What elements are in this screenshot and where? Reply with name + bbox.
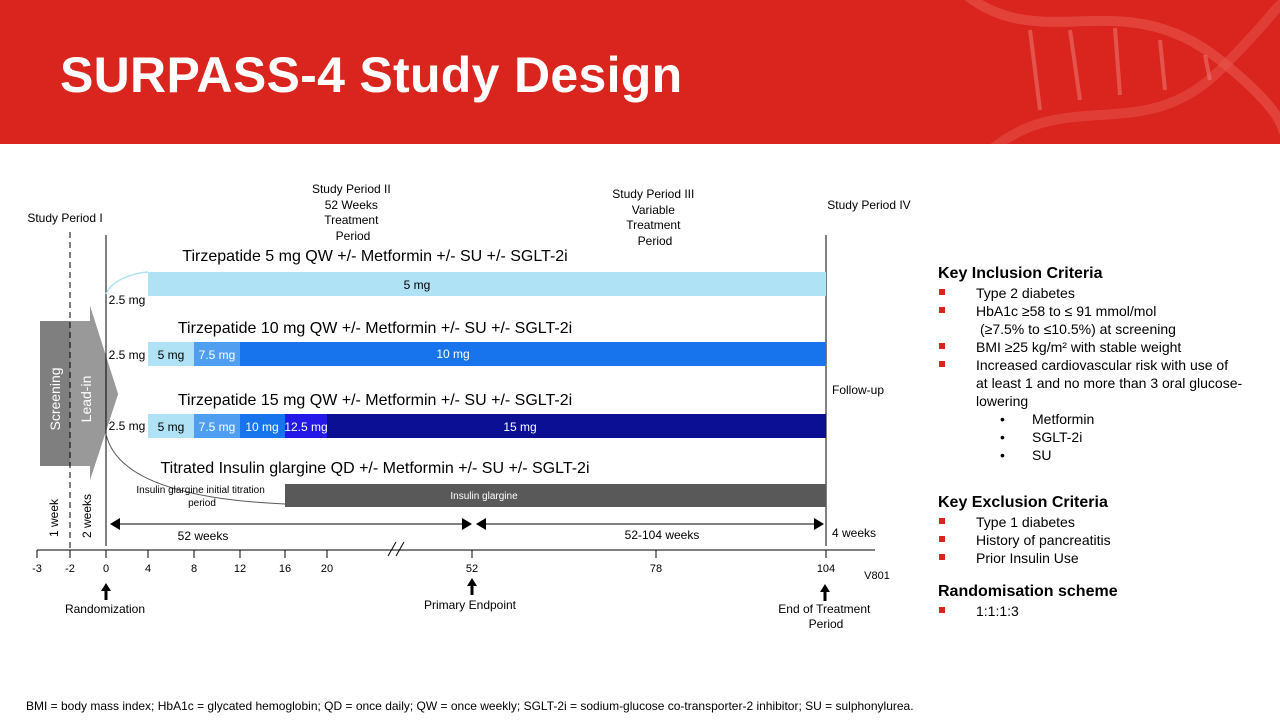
inclusion-item-cont: lowering: [976, 393, 1029, 409]
one-week-label: 1 week: [47, 498, 61, 537]
arm-3-step-4-dose: 12.5 mg: [284, 420, 327, 434]
axis-code: V801: [864, 570, 890, 582]
axis-ticks: -3 -2 0 4 8 12 16 20 52 78 104: [32, 550, 835, 575]
axis-tick-label: 12: [234, 563, 246, 575]
arm-2-step-1-dose: 5 mg: [158, 348, 185, 362]
follow-up-label: Follow-up: [832, 383, 884, 397]
arm-2-main-bar: [240, 342, 826, 366]
leadin-label: Lead-in: [78, 376, 94, 423]
arrowhead-left-2: [476, 518, 486, 530]
arm-1-start-dose: 2.5 mg: [109, 293, 146, 307]
randomisation-title: Randomisation scheme: [938, 583, 1118, 600]
inclusion-item: BMI ≥25 kg/m² with stable weight: [938, 338, 1242, 356]
arm-1-main-dose: 5 mg: [404, 278, 431, 292]
arm-2-step-2-dose: 7.5 mg: [199, 348, 236, 362]
arm-connector-4: [105, 433, 286, 505]
axis-tick-label: 78: [650, 563, 662, 575]
arm-3-step-1-bar: [148, 414, 194, 438]
arm-3-start-dose: 2.5 mg: [109, 419, 146, 433]
four-weeks-label: 4 weeks: [832, 526, 876, 540]
inclusion-item: Type 2 diabetes: [938, 284, 1242, 302]
randomization-arrow-icon: [101, 583, 111, 600]
axis-tick-label: -3: [32, 563, 42, 575]
exclusion-title: Key Exclusion Criteria: [938, 494, 1108, 511]
arm-4-titration-label: Insulin glargine initial titration perio…: [136, 485, 267, 509]
axis-tick-label: 4: [145, 563, 151, 575]
study-design-diagram: Study Period I Study Period II 52 Weeks …: [27, 182, 910, 631]
arm-2-title: Tirzepatide 10 mg QW +/- Metformin +/- S…: [178, 320, 572, 337]
leadin-arrow-highlight: [70, 306, 118, 480]
exclusion-criteria: Key Exclusion Criteria Type 1 diabetes H…: [938, 493, 1111, 567]
exclusion-item: History of pancreatitis: [938, 531, 1111, 549]
period-4-label: Study Period IV: [827, 198, 910, 212]
page-title: SURPASS-4 Study Design: [60, 47, 683, 103]
inclusion-subitem: SGLT-2i: [938, 428, 1242, 446]
period-2-label: Study Period II 52 Weeks Treatment Perio…: [312, 182, 394, 243]
arm-2-step-1-bar: [148, 342, 194, 366]
exclusion-item: Type 1 diabetes: [938, 513, 1111, 531]
axis-break: [387, 541, 405, 557]
arm-2-main-dose: 10 mg: [436, 347, 469, 361]
primary-endpoint-arrow-icon: [467, 578, 477, 595]
axis-tick-label: 0: [103, 563, 109, 575]
arm-3-step-2-dose: 7.5 mg: [199, 420, 236, 434]
end-treatment-arrow-icon: [820, 584, 830, 601]
inclusion-criteria: Key Inclusion Criteria Type 2 diabetes H…: [938, 264, 1242, 464]
period-1-label: Study Period I: [27, 211, 102, 225]
footnote: BMI = body mass index; HbA1c = glycated …: [26, 699, 914, 713]
arm-4-title: Titrated Insulin glargine QD +/- Metform…: [160, 460, 589, 477]
inclusion-item: HbA1c ≥58 to ≤ 91 mmol/mol: [938, 302, 1242, 320]
inclusion-title: Key Inclusion Criteria: [938, 265, 1103, 282]
axis-tick-label: 20: [321, 563, 333, 575]
inclusion-item-cont: at least 1 and no more than 3 oral gluco…: [976, 375, 1243, 391]
inclusion-item: Increased cardiovascular risk with use o…: [938, 356, 1242, 374]
exclusion-item: Prior Insulin Use: [938, 549, 1111, 567]
arm-3-title: Tirzepatide 15 mg QW +/- Metformin +/- S…: [178, 392, 572, 409]
randomization-label: Randomization: [65, 602, 145, 616]
axis-tick-label: 8: [191, 563, 197, 575]
arm-3-step-2-bar: [194, 414, 240, 438]
end-treatment-label: End of Treatment Period: [778, 602, 873, 631]
arm-3-step-1-dose: 5 mg: [158, 420, 185, 434]
fifty-two-weeks-label: 52 weeks: [178, 529, 229, 543]
two-weeks-label: 2 weeks: [80, 494, 94, 538]
arm-3-main-dose: 15 mg: [503, 420, 536, 434]
arm-2-start-dose: 2.5 mg: [109, 348, 146, 362]
arm-1-main-bar: [148, 272, 826, 296]
arm-3-step-3-bar: [240, 414, 285, 438]
axis-tick-label: 16: [279, 563, 291, 575]
arrowhead-right-1: [462, 518, 472, 530]
arm-4-main-dose: Insulin glargine: [450, 491, 518, 502]
inclusion-subitem: SU: [938, 446, 1242, 464]
arm-3-step-4-bar: [285, 414, 327, 438]
variable-weeks-label: 52-104 weeks: [625, 528, 700, 542]
axis-tick-label: -2: [65, 563, 75, 575]
period-3-label: Study Period III Variable Treatment Peri…: [612, 187, 697, 248]
inclusion-item-cont: (≥7.5% to ≤10.5%) at screening: [980, 321, 1176, 337]
arrowhead-right-2: [814, 518, 824, 530]
arm-2-step-2-bar: [194, 342, 240, 366]
axis-tick-label: 52: [466, 563, 478, 575]
randomisation-item: 1:1:1:3: [938, 602, 1118, 620]
arm-connector-1: [105, 271, 149, 295]
primary-endpoint-label: Primary Endpoint: [424, 598, 517, 612]
arm-1-title: Tirzepatide 5 mg QW +/- Metformin +/- SU…: [182, 248, 567, 265]
arrowhead-left-1: [110, 518, 120, 530]
randomisation-scheme: Randomisation scheme 1:1:1:3: [938, 582, 1118, 620]
arm-3-main-bar: [327, 414, 826, 438]
inclusion-subitem: Metformin: [938, 410, 1242, 428]
screening-label: Screening: [47, 367, 63, 430]
header-bar: SURPASS-4 Study Design: [0, 0, 1280, 144]
arm-3-step-3-dose: 10 mg: [245, 420, 278, 434]
dna-helix-icon: [964, 0, 1280, 144]
arm-4-main-bar: [285, 484, 826, 507]
axis-tick-label: 104: [817, 563, 835, 575]
